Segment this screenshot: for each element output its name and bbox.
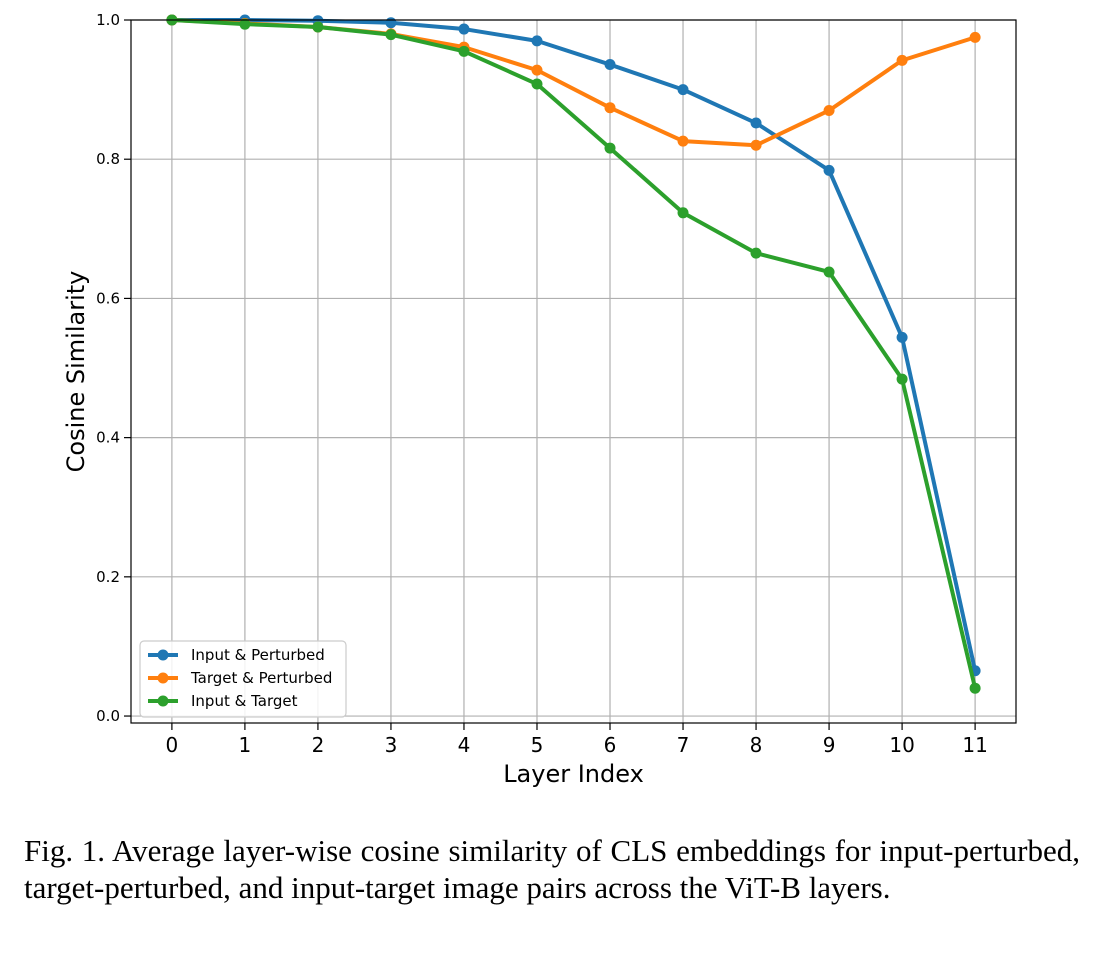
data-point bbox=[750, 139, 762, 151]
data-point bbox=[458, 23, 470, 35]
legend-label: Input & Target bbox=[191, 692, 298, 710]
grid bbox=[131, 19, 1016, 723]
legend-box bbox=[139, 640, 347, 718]
x-tick-label: 7 bbox=[677, 733, 690, 757]
x-tick-label: 11 bbox=[962, 733, 987, 757]
legend-swatch-marker bbox=[157, 672, 169, 684]
data-point bbox=[823, 266, 835, 278]
plot-frame bbox=[130, 19, 1017, 724]
data-point bbox=[750, 117, 762, 129]
data-point bbox=[969, 682, 981, 694]
x-tick-label: 3 bbox=[385, 733, 398, 757]
x-tick-label: 2 bbox=[312, 733, 325, 757]
series-input-target bbox=[166, 14, 981, 694]
ticks: 0 1 2 3 4 5 6 7 8 9 10 11 0.0 0.2 0.4 0.6 0.8 1.0 bbox=[96, 11, 988, 757]
y-tick-label: 0.2 bbox=[96, 568, 120, 586]
data-point bbox=[896, 331, 908, 343]
y-tick-label: 0.8 bbox=[96, 150, 120, 168]
data-point bbox=[385, 29, 397, 41]
x-tick-label: 9 bbox=[823, 733, 836, 757]
data-point bbox=[677, 135, 689, 147]
line-chart: 0 1 2 3 4 5 6 7 8 9 10 11 0.0 0.2 0.4 0.6 0.8 1.0 Layer I… bbox=[62, 11, 1017, 788]
figure-caption: Fig. 1. Average layer-wise cosine simila… bbox=[24, 833, 1080, 905]
data-point bbox=[823, 164, 835, 176]
legend-item: Target & Perturbed bbox=[148, 669, 332, 687]
data-point bbox=[458, 45, 470, 57]
data-point bbox=[677, 84, 689, 96]
data-point bbox=[531, 64, 543, 76]
data-point bbox=[604, 142, 616, 154]
legend: Input & Perturbed Target & Perturbed Input… bbox=[139, 640, 347, 718]
data-point bbox=[385, 17, 397, 29]
x-tick-label: 4 bbox=[458, 733, 471, 757]
x-tick-label: 8 bbox=[750, 733, 763, 757]
data-point bbox=[239, 18, 251, 30]
data-point bbox=[969, 31, 981, 43]
data-point bbox=[750, 247, 762, 259]
series-target-perturbed bbox=[166, 14, 981, 151]
legend-swatch-marker bbox=[157, 695, 169, 707]
legend-label: Input & Perturbed bbox=[191, 646, 325, 664]
y-axis-label: Cosine Similarity bbox=[62, 271, 90, 473]
series-line bbox=[169, 18, 978, 148]
y-tick-label: 1.0 bbox=[96, 11, 120, 29]
data-point bbox=[896, 373, 908, 385]
x-tick-label: 5 bbox=[531, 733, 544, 757]
data-point bbox=[604, 102, 616, 114]
data-point bbox=[531, 35, 543, 47]
data-point bbox=[823, 104, 835, 116]
series-line bbox=[169, 18, 978, 691]
y-tick-label: 0.4 bbox=[96, 429, 120, 447]
x-tick-label: 10 bbox=[889, 733, 914, 757]
data-point bbox=[604, 59, 616, 71]
data-point bbox=[312, 21, 324, 33]
x-tick-label: 1 bbox=[239, 733, 252, 757]
y-tick-label: 0.0 bbox=[96, 707, 120, 725]
legend-item: Input & Perturbed bbox=[148, 646, 325, 664]
x-tick-label: 6 bbox=[604, 733, 617, 757]
x-tick-label: 0 bbox=[166, 733, 179, 757]
data-point bbox=[677, 207, 689, 219]
legend-item: Input & Target bbox=[148, 692, 298, 710]
legend-swatch-marker bbox=[157, 649, 169, 661]
legend-label: Target & Perturbed bbox=[190, 669, 332, 687]
x-axis-label: Layer Index bbox=[503, 760, 644, 788]
series-layer bbox=[166, 14, 981, 694]
y-tick-label: 0.6 bbox=[96, 289, 120, 307]
data-point bbox=[531, 78, 543, 90]
data-point bbox=[896, 54, 908, 66]
